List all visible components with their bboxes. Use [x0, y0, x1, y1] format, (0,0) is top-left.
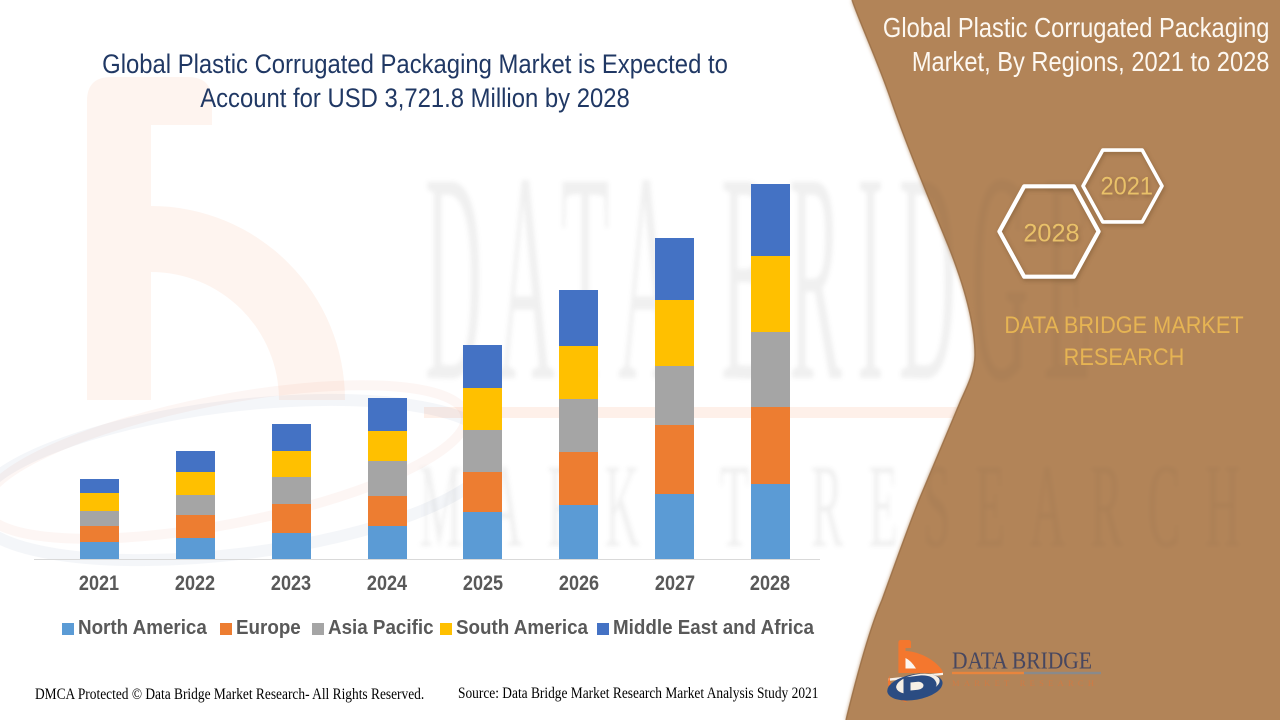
svg-text:2028: 2028: [1023, 219, 1079, 247]
svg-text:MARKET RESEARCH: MARKET RESEARCH: [952, 678, 1094, 688]
svg-text:DATA BRIDGE: DATA BRIDGE: [952, 649, 1092, 675]
svg-text:2021: 2021: [1101, 173, 1154, 201]
